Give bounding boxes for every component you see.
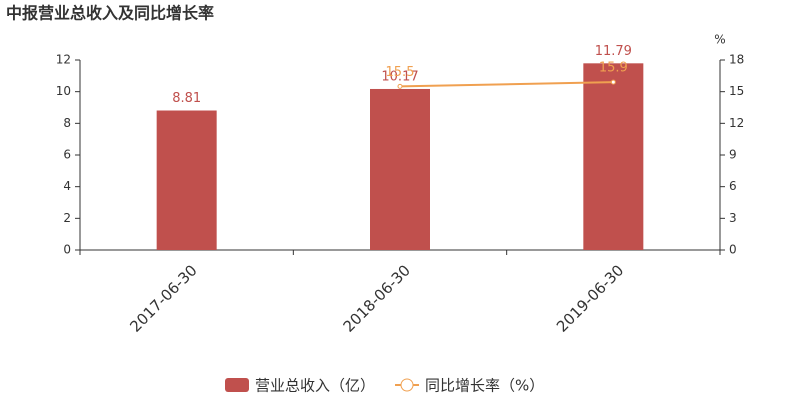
legend-label: 营业总收入（亿） — [255, 377, 375, 395]
y2-tick-label: 15 — [729, 84, 744, 98]
chart-title: 中报营业总收入及同比增长率 — [6, 4, 214, 23]
y2-tick-label: 0 — [729, 243, 737, 257]
y-tick-label: 2 — [63, 211, 71, 225]
legend-swatch — [400, 378, 414, 392]
bar — [370, 88, 430, 250]
y2-tick-label: 12 — [729, 116, 744, 130]
bar-value-label: 10.17 — [381, 69, 418, 84]
y2-tick-label: 18 — [729, 53, 744, 67]
line-value-label: 15.9 — [599, 61, 628, 76]
line-point — [397, 83, 403, 89]
y2-tick-label: 6 — [729, 179, 737, 193]
bar — [156, 110, 217, 250]
bar-value-label: 11.79 — [595, 44, 632, 59]
y-tick-label: 8 — [63, 116, 71, 130]
legend-swatch — [225, 378, 249, 392]
line-value-label: 15.5 — [386, 65, 415, 80]
bar-value-label: 8.81 — [172, 91, 201, 106]
x-tick-label: 2018-06-30 — [340, 261, 414, 335]
x-tick-label: 2017-06-30 — [126, 261, 200, 335]
line — [399, 81, 614, 88]
y-tick-label: 10 — [56, 84, 71, 98]
x-tick-label: 2019-06-30 — [553, 261, 627, 335]
y-tick-label: 4 — [63, 179, 71, 193]
y-tick-label: 6 — [63, 148, 71, 162]
y2-unit: % — [714, 33, 725, 47]
line-point — [610, 79, 616, 85]
y2-tick-label: 3 — [729, 211, 737, 225]
y2-tick-label: 9 — [729, 148, 737, 162]
bar — [583, 63, 644, 251]
y-tick-label: 0 — [63, 243, 71, 257]
y-tick-label: 12 — [56, 53, 71, 67]
legend-label: 同比增长率（%） — [425, 377, 544, 395]
